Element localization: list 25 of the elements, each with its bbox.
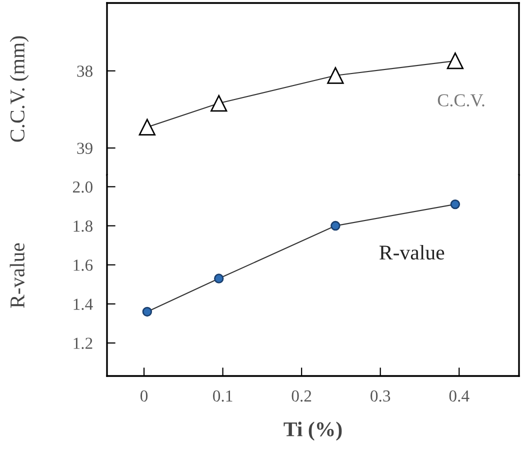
x-axis-title: Ti (%) [284, 422, 342, 441]
annotation: C.C.V. [438, 94, 484, 106]
y-tick-label: 1.6 [74, 260, 93, 271]
x-tick-label: 0.2 [292, 390, 312, 402]
point [142, 306, 152, 317]
y-tick-label: 38 [77, 66, 92, 77]
point [214, 274, 224, 284]
x-tick-label: 0.1 [213, 390, 232, 402]
point [327, 67, 344, 84]
point [446, 52, 464, 70]
y-tick-label: 1.8 [74, 220, 92, 232]
y-tick-label: 39 [77, 142, 92, 154]
x-tick-label: 0 [140, 390, 148, 402]
point [138, 118, 156, 136]
y-tick-label: 1.4 [74, 298, 93, 310]
point [450, 199, 460, 210]
annotation: R-value [380, 244, 444, 260]
y-tick-label: 2.0 [73, 181, 92, 193]
y-axis-title: R-value [10, 243, 24, 308]
x-tick-label: 0.3 [370, 390, 390, 402]
point [330, 220, 340, 231]
y-axis-title: C.C.V. (mm) [10, 36, 29, 142]
x-tick-label: 0.4 [449, 390, 470, 402]
y-tick-label: 1.2 [74, 338, 92, 350]
point [210, 94, 228, 112]
